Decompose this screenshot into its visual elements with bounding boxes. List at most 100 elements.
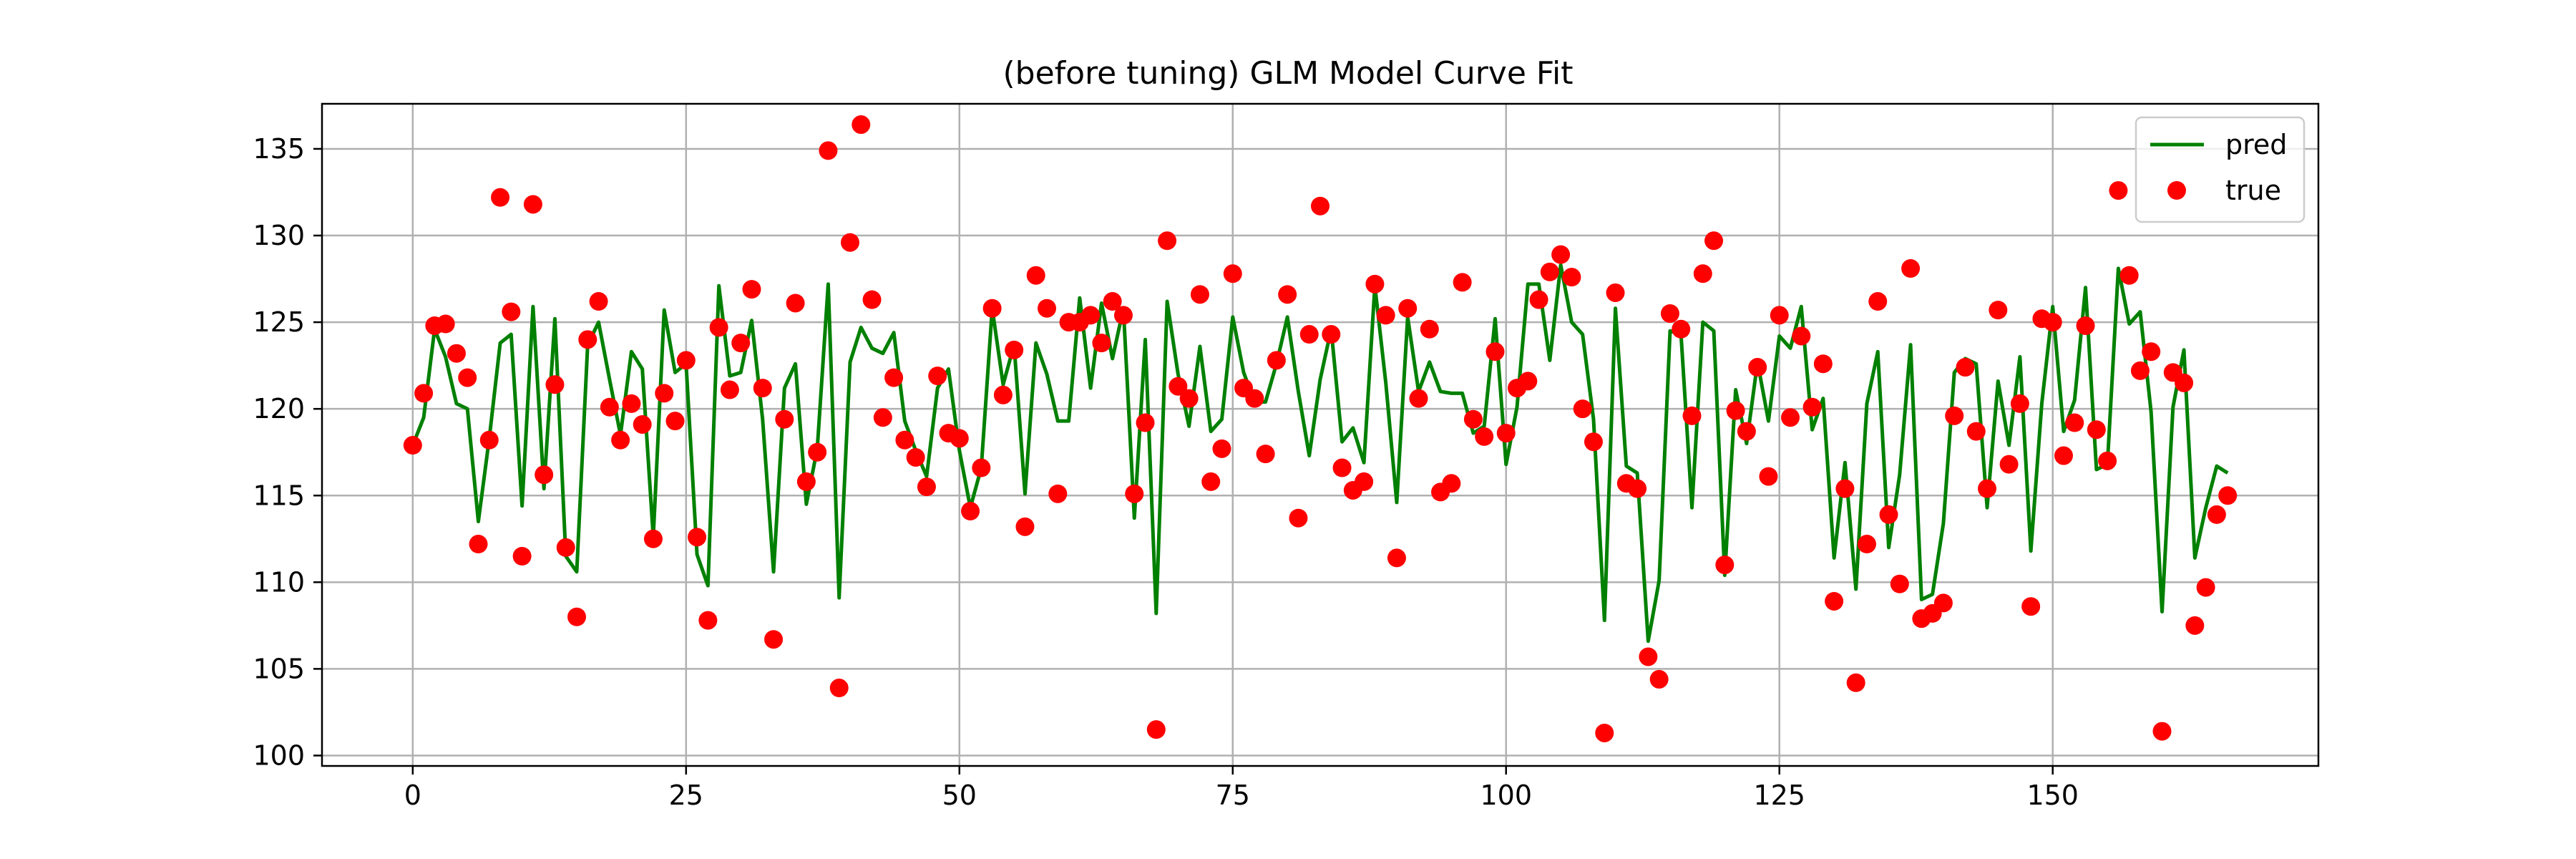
true-point [972, 458, 991, 477]
true-point [2185, 616, 2205, 635]
true-point [1125, 484, 1144, 503]
true-point [852, 115, 871, 135]
true-point [1496, 424, 1516, 443]
true-point [589, 292, 608, 311]
true-point [491, 188, 510, 207]
true-point [523, 195, 542, 214]
true-point [688, 528, 707, 547]
true-point [709, 318, 728, 337]
true-point [578, 330, 597, 349]
pred-line [411, 263, 2229, 644]
true-point [950, 429, 969, 448]
true-point [2130, 361, 2150, 380]
true-point [611, 430, 630, 450]
true-point [1933, 593, 1953, 613]
true-point [961, 502, 980, 521]
true-point [2142, 342, 2161, 361]
true-point [2175, 373, 2194, 392]
true-point [1420, 319, 1439, 339]
true-point [1901, 259, 1921, 278]
true-point [1649, 669, 1669, 689]
true-point [829, 679, 849, 698]
true-point [512, 547, 532, 566]
true-point [1005, 340, 1024, 359]
true-point [1136, 413, 1155, 432]
true-point [676, 351, 696, 370]
true-point [1179, 389, 1199, 408]
true-point [1146, 720, 1166, 739]
true-point [819, 141, 838, 160]
true-point [1628, 479, 1647, 498]
true-point [1956, 358, 1975, 377]
legend: pred true [2135, 116, 2306, 223]
true-point [2054, 446, 2073, 465]
true-point [535, 465, 554, 485]
true-point [1945, 406, 1964, 425]
true-point [414, 384, 434, 403]
true-point [1355, 472, 1374, 491]
true-point [796, 472, 816, 491]
true-point [1223, 264, 1242, 283]
legend-true-marker [2167, 181, 2186, 200]
true-point [1015, 517, 1035, 536]
y-tick-label: 100 [253, 739, 305, 771]
true-point [731, 334, 751, 353]
true-point [993, 385, 1013, 404]
true-point [906, 447, 925, 467]
true-point [2021, 597, 2041, 616]
true-point [458, 368, 477, 387]
true-point [2010, 394, 2029, 413]
y-tick-label: 135 [253, 133, 305, 165]
true-point [1813, 354, 1833, 374]
true-point [1038, 299, 1057, 318]
y-tick-label: 130 [253, 220, 305, 251]
true-point [1092, 334, 1111, 353]
x-tick-label: 125 [1753, 780, 1805, 811]
true-point [1693, 264, 1712, 283]
y-tick-label: 120 [253, 393, 305, 424]
true-point [1311, 196, 1330, 215]
true-point [1978, 479, 1997, 498]
true-point [1660, 304, 1679, 323]
true-point [1759, 467, 1778, 486]
true-point [2218, 486, 2238, 505]
true-point [2065, 413, 2084, 432]
true-point [1376, 306, 1395, 325]
true-point [1562, 268, 1581, 287]
true-point [1704, 231, 1724, 251]
true-point [1529, 290, 1548, 309]
y-tick-label: 125 [253, 306, 305, 338]
true-point [1835, 479, 1855, 498]
true-point [1857, 535, 1876, 554]
true-point [1278, 285, 1297, 304]
x-tick-label: 25 [669, 780, 703, 811]
true-point [622, 394, 641, 413]
true-point [698, 611, 718, 630]
true-point [1245, 389, 1264, 408]
y-tick-label: 110 [253, 566, 305, 598]
true-point [633, 414, 652, 434]
true-point [1485, 342, 1505, 361]
true-point [1158, 231, 1177, 251]
true-point [764, 630, 784, 649]
true-point [1169, 377, 1188, 396]
chart-title: (before tuning) GLM Model Curve Fit [1002, 55, 1573, 92]
true-point [403, 436, 422, 455]
true-point [1256, 445, 1275, 464]
true-point [479, 430, 499, 450]
true-point [1682, 406, 1702, 425]
true-point [1890, 574, 1909, 593]
y-tick-label: 105 [253, 653, 305, 684]
true-point [600, 397, 619, 417]
true-point [928, 367, 947, 386]
true-point [643, 529, 663, 548]
true-point [1212, 439, 1231, 458]
pred-series [411, 263, 2229, 644]
true-point [1026, 266, 1045, 285]
true-point [1726, 401, 1745, 420]
legend-true-label: true [2225, 175, 2281, 206]
true-point [2207, 505, 2226, 524]
true-series [403, 115, 2238, 742]
true-point [753, 379, 772, 398]
